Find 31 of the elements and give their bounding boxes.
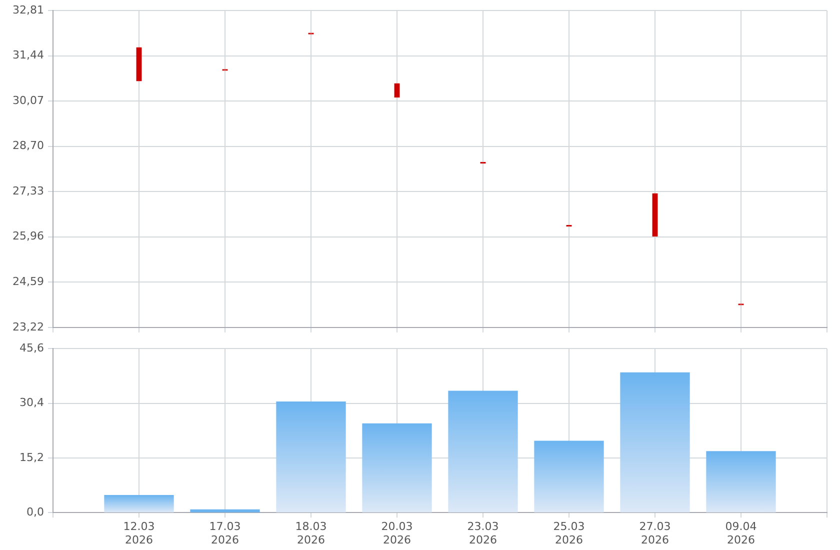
- y-tick-label: 25,96: [12, 230, 44, 243]
- bar: [448, 390, 518, 512]
- y-tick-label: 23,22: [12, 320, 44, 334]
- candlestick: [652, 193, 658, 237]
- bar: [276, 402, 346, 512]
- y-tick-label: 45,6: [20, 341, 44, 354]
- bar: [190, 509, 260, 512]
- x-tick-label: 12.03 2026: [123, 520, 155, 546]
- y-tick-label: 32,81: [12, 3, 44, 16]
- bar: [362, 423, 432, 512]
- bar: [534, 440, 604, 512]
- y-tick-label: 0,0: [26, 505, 44, 518]
- x-tick-label: 23.03 2026: [467, 520, 499, 546]
- candlestick: [136, 47, 142, 82]
- y-tick-label: 31,44: [12, 48, 44, 62]
- x-tick-label: 20.03 2026: [381, 520, 413, 546]
- bar: [706, 451, 776, 512]
- x-tick-label: 18.03 2026: [295, 520, 327, 546]
- candlestick: [394, 83, 400, 98]
- y-tick-label: 30,07: [12, 94, 44, 107]
- y-tick-label: 24,59: [12, 275, 44, 288]
- x-tick-label: 17.03 2026: [209, 520, 241, 546]
- y-tick-label: 27,33: [12, 184, 44, 198]
- x-tick-label: 25.03 2026: [553, 520, 585, 546]
- y-tick-label: 28,70: [12, 139, 44, 152]
- bar: [104, 495, 174, 512]
- x-tick-label: 27.03 2026: [639, 520, 671, 546]
- y-tick-label: 15,2: [20, 450, 44, 464]
- y-tick-label: 30,4: [20, 396, 44, 410]
- x-tick-label: 09.04 2026: [725, 520, 757, 546]
- bar: [620, 372, 690, 512]
